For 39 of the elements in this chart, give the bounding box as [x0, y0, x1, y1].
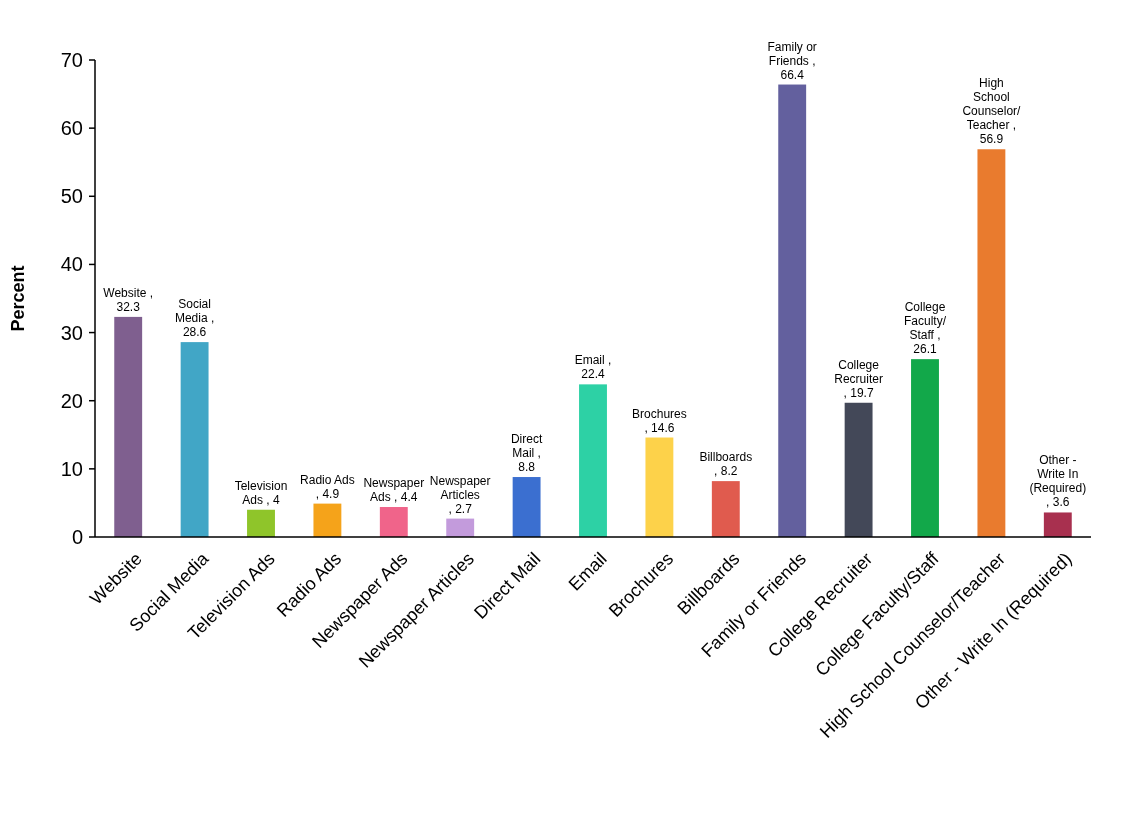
y-tick-label: 70	[60, 49, 83, 71]
data-label: Social Media , 28.6	[174, 297, 215, 340]
data-label: Direct Mail , 8.8	[510, 432, 543, 475]
bar	[977, 149, 1006, 537]
data-label: Website , 32.3	[103, 285, 154, 314]
bar	[711, 481, 740, 537]
data-label: Television Ads , 4	[234, 478, 288, 507]
data-label: Other - Write In (Required) , 3.6	[1029, 453, 1087, 510]
data-label: Email , 22.4	[574, 353, 612, 382]
data-label: College Faculty/Staff , 26.1	[903, 300, 947, 357]
data-label: Brochures , 14.6	[632, 406, 687, 435]
bar	[645, 437, 674, 537]
bar	[313, 503, 342, 537]
bar	[844, 402, 873, 537]
y-tick-label: 10	[60, 457, 83, 480]
data-label: College Recruiter , 19.7	[834, 357, 883, 400]
bar	[379, 507, 408, 537]
data-label: Newspaper Ads , 4.4	[363, 476, 425, 505]
y-tick-label: 60	[60, 117, 83, 140]
y-tick-label: 20	[60, 389, 83, 412]
bar	[247, 509, 275, 537]
bar	[114, 316, 143, 537]
y-tick-label: 0	[71, 526, 83, 548]
bar	[911, 359, 939, 537]
bar	[579, 384, 607, 537]
bar	[180, 342, 209, 537]
bar	[512, 477, 541, 537]
data-label: Newspaper Articles , 2.7	[429, 473, 491, 516]
data-label: Radio Ads , 4.9	[300, 472, 355, 501]
data-label: High School Counselor/Teacher , 56.9	[962, 76, 1022, 147]
data-label: Billboards , 8.2	[699, 450, 753, 479]
bar	[1043, 512, 1072, 537]
data-label: Family or Friends , 66.4	[767, 39, 817, 82]
y-tick-label: 40	[60, 253, 83, 276]
bar	[778, 84, 807, 537]
y-axis-title: Percent	[8, 265, 28, 332]
y-tick-label: 50	[60, 185, 83, 208]
bar	[446, 518, 475, 537]
y-tick-label: 30	[60, 321, 83, 344]
